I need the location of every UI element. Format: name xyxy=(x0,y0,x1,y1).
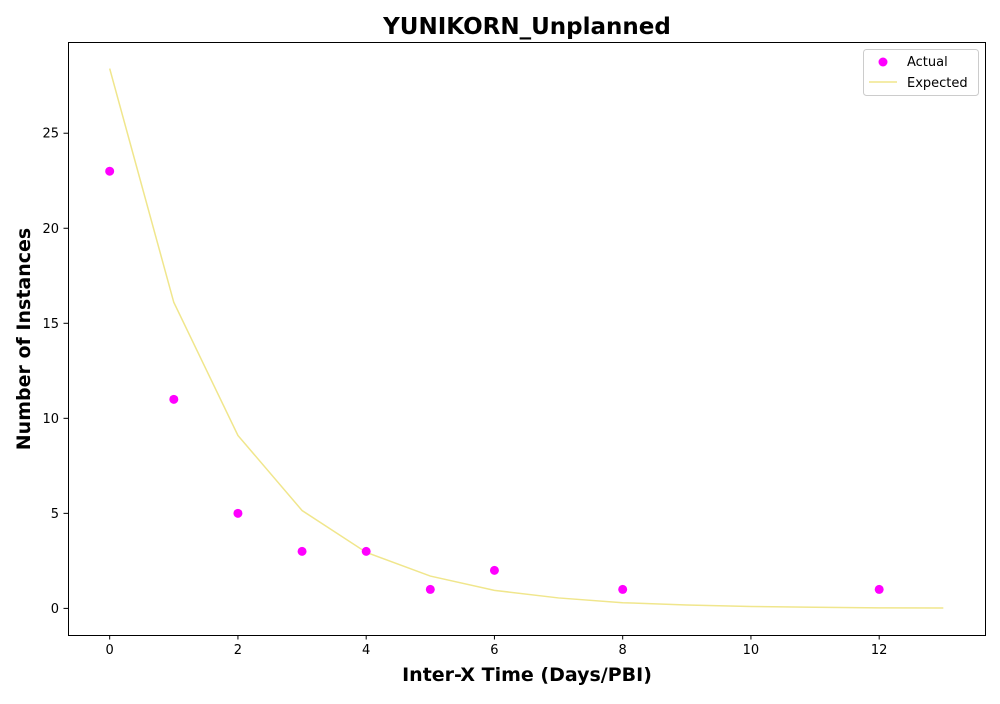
x-tick-label: 12 xyxy=(871,643,888,658)
y-tick-label: 15 xyxy=(42,317,59,332)
actual-point xyxy=(361,546,371,556)
x-tick-label: 4 xyxy=(362,643,370,658)
expected-line xyxy=(108,68,944,609)
actual-point xyxy=(297,546,307,556)
y-tick-label: 20 xyxy=(42,222,59,237)
legend-label-expected: Expected xyxy=(907,76,968,91)
legend-frame xyxy=(863,49,979,96)
actual-point xyxy=(489,565,499,575)
actual-point xyxy=(169,394,179,404)
actual-point xyxy=(105,166,115,176)
legend-label-actual: Actual xyxy=(907,55,948,70)
y-tick-label: 0 xyxy=(51,602,59,617)
actual-point xyxy=(233,508,243,518)
legend-marker-actual xyxy=(878,57,888,67)
y-tick-label: 25 xyxy=(42,127,59,142)
actual-point xyxy=(618,584,628,594)
legend: Actual Expected xyxy=(863,49,979,96)
x-axis-ticks: 0 2 4 6 8 10 12 xyxy=(106,635,888,658)
series-layer xyxy=(105,68,944,609)
y-axis-ticks: 0 5 10 15 20 25 xyxy=(42,127,68,617)
x-tick-label: 10 xyxy=(743,643,760,658)
x-tick-label: 6 xyxy=(490,643,498,658)
x-axis-label: Inter-X Time (Days/PBI) xyxy=(402,664,652,686)
y-tick-label: 5 xyxy=(51,507,59,522)
plot-area-frame xyxy=(68,42,986,636)
x-tick-label: 8 xyxy=(619,643,627,658)
y-axis-label: Number of Instances xyxy=(13,228,35,450)
y-tick-label: 10 xyxy=(42,412,59,427)
actual-point xyxy=(874,584,884,594)
chart-title: YUNIKORN_Unplanned xyxy=(382,14,671,40)
x-tick-label: 0 xyxy=(106,643,114,658)
actual-point xyxy=(425,584,435,594)
x-tick-label: 2 xyxy=(234,643,242,658)
